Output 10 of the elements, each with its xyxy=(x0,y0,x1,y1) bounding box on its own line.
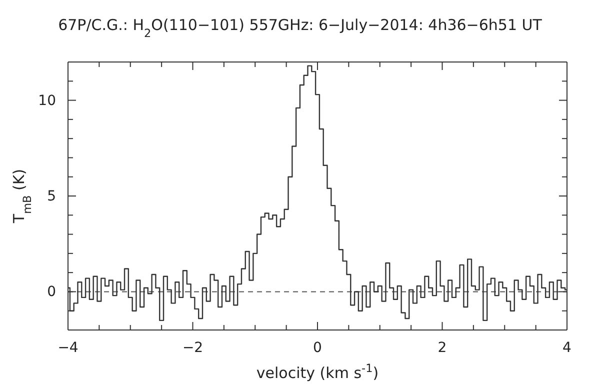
x-tick-label: −2 xyxy=(182,340,204,356)
x-tick-label: 4 xyxy=(562,340,572,356)
x-axis-title: velocity (km s$^{-1}$) xyxy=(256,362,379,382)
x-tick-label: 0 xyxy=(313,340,322,356)
y-tick-label: 5 xyxy=(47,188,56,204)
chart-title: 67P/C.G.: H$_{2}$O(110−101) 557GHz: 6−July−2014: 4h36−6h51 UT xyxy=(58,16,543,40)
x-tick-label: −4 xyxy=(58,340,78,356)
x-tick-label: 2 xyxy=(438,340,447,356)
y-tick-label: 0 xyxy=(47,284,56,300)
y-tick-label: 10 xyxy=(38,92,56,109)
